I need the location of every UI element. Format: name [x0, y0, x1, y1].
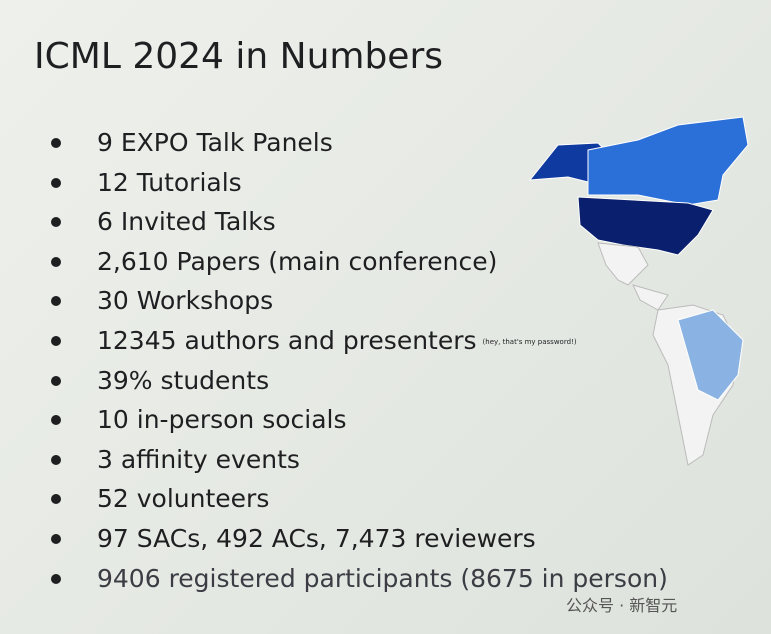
- bullet-dot: [51, 217, 61, 228]
- bullet-text: 6 Invited Talks: [97, 207, 276, 237]
- bullet-item: 10 in-person socials: [51, 404, 347, 436]
- slide-title: ICML 2024 in Numbers: [34, 36, 444, 77]
- bullet-item: 6 Invited Talks: [51, 206, 276, 238]
- bullet-dot: [51, 573, 61, 584]
- bullet-dot: [51, 415, 61, 426]
- americas-map: [528, 116, 749, 466]
- bullet-item: 12345 authors and presenters (hey, that's…: [51, 325, 577, 358]
- bullet-item: 9 EXPO Talk Panels: [51, 127, 333, 159]
- bullet-dot: [51, 375, 61, 386]
- bullet-text: 9 EXPO Talk Panels: [97, 128, 333, 157]
- bullet-item: 52 volunteers: [51, 483, 270, 515]
- bullet-dot: [51, 494, 61, 505]
- bullet-text: 30 Workshops: [97, 286, 274, 316]
- bullet-item: 97 SACs, 492 ACs, 7,473 reviewers: [51, 523, 536, 555]
- bullet-item: 30 Workshops: [51, 285, 274, 317]
- bullet-item: 9406 registered participants (8675 in pe…: [51, 563, 668, 595]
- watermark: 公众号 · 新智元: [566, 596, 678, 615]
- bullet-text: 10 in-person socials: [97, 405, 347, 435]
- bullet-dot: [51, 454, 61, 465]
- bullet-dot: [51, 336, 61, 346]
- bullet-text: 3 affinity events: [97, 444, 300, 474]
- bullet-item: 2,610 Papers (main conference): [51, 246, 498, 278]
- bullet-dot: [51, 138, 61, 148]
- bullet-text: 2,610 Papers (main conference): [97, 246, 498, 276]
- bullet-dot: [51, 534, 61, 544]
- bullet-text: 97 SACs, 492 ACs, 7,473 reviewers: [97, 524, 536, 553]
- bullet-text: 12 Tutorials: [97, 167, 242, 197]
- bullet-dot: [51, 256, 61, 267]
- bullet-text: 52 volunteers: [97, 484, 270, 514]
- bullet-note: (hey, that's my password!): [482, 338, 577, 346]
- bullet-text: 39% students: [97, 365, 270, 395]
- bullet-dot: [51, 177, 61, 188]
- bullet-item: 3 affinity events: [51, 444, 300, 476]
- bullet-text: 12345 authors and presenters: [97, 326, 477, 355]
- bullet-item: 12 Tutorials: [51, 167, 242, 199]
- bullet-dot: [51, 296, 61, 307]
- bullet-item: 39% students: [51, 365, 270, 397]
- bullet-text: 9406 registered participants (8675 in pe…: [97, 563, 668, 593]
